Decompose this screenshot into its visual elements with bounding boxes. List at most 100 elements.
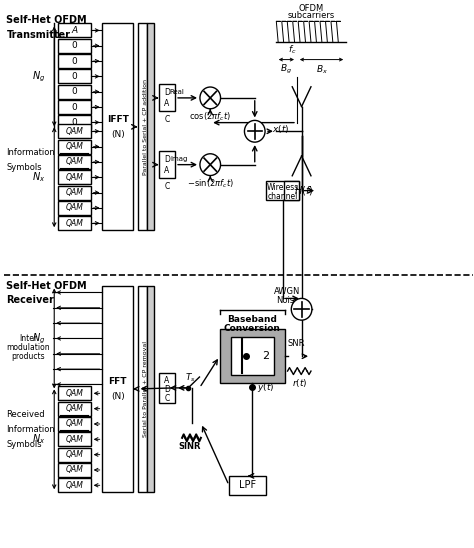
Circle shape — [200, 87, 220, 109]
Text: OFDM: OFDM — [298, 4, 324, 13]
FancyBboxPatch shape — [58, 417, 91, 431]
Text: LPF: LPF — [239, 480, 256, 490]
FancyBboxPatch shape — [102, 286, 133, 492]
Text: Self-Het OFDM: Self-Het OFDM — [7, 281, 87, 290]
FancyBboxPatch shape — [137, 286, 146, 492]
Text: $B_g$: $B_g$ — [281, 63, 292, 76]
FancyBboxPatch shape — [231, 337, 273, 375]
FancyBboxPatch shape — [58, 85, 91, 99]
Text: 0: 0 — [72, 87, 77, 96]
FancyBboxPatch shape — [58, 24, 91, 37]
Text: $x(t)$: $x(t)$ — [272, 123, 289, 135]
Text: A: A — [164, 376, 170, 385]
Text: $H(f)$: $H(f)$ — [294, 184, 314, 197]
Text: A: A — [164, 99, 170, 108]
Text: QAM: QAM — [65, 173, 83, 182]
Text: Baseband: Baseband — [228, 315, 277, 324]
Text: C: C — [164, 115, 170, 124]
Text: QAM: QAM — [65, 450, 83, 459]
Text: $B_x$: $B_x$ — [316, 63, 328, 76]
Text: channel: channel — [268, 192, 298, 201]
Text: $N_g$: $N_g$ — [32, 69, 45, 84]
FancyBboxPatch shape — [146, 24, 154, 230]
Text: Receiver: Receiver — [7, 295, 55, 305]
Text: products: products — [12, 352, 46, 361]
Text: 0: 0 — [72, 72, 77, 81]
Text: Information: Information — [7, 425, 55, 434]
Text: SINR: SINR — [178, 442, 201, 451]
FancyBboxPatch shape — [58, 54, 91, 68]
Text: $r(t)$: $r(t)$ — [292, 378, 307, 390]
Text: Information: Information — [7, 148, 55, 157]
FancyBboxPatch shape — [58, 116, 91, 129]
Text: 0: 0 — [72, 102, 77, 112]
FancyBboxPatch shape — [58, 70, 91, 83]
FancyBboxPatch shape — [58, 463, 91, 477]
Text: Parallel to Serial + CP addition: Parallel to Serial + CP addition — [143, 79, 148, 175]
Text: QAM: QAM — [65, 481, 83, 490]
Text: subcarriers: subcarriers — [287, 11, 335, 20]
FancyBboxPatch shape — [58, 170, 91, 184]
Text: 0: 0 — [72, 41, 77, 50]
Text: Conversion: Conversion — [224, 323, 281, 333]
Text: QAM: QAM — [65, 142, 83, 151]
Text: SNR: SNR — [287, 339, 305, 349]
Text: $T_s$: $T_s$ — [185, 372, 195, 384]
Text: QAM: QAM — [65, 219, 83, 228]
Text: $y(t)$: $y(t)$ — [257, 381, 274, 394]
Text: Real: Real — [170, 89, 185, 95]
FancyBboxPatch shape — [219, 329, 285, 384]
Text: C: C — [164, 182, 170, 191]
Text: Noise: Noise — [276, 296, 299, 305]
FancyBboxPatch shape — [58, 432, 91, 446]
FancyBboxPatch shape — [146, 286, 154, 492]
Text: Transmitter: Transmitter — [7, 30, 71, 40]
FancyBboxPatch shape — [266, 181, 299, 201]
Text: $N_g$: $N_g$ — [32, 331, 45, 346]
Text: $N_x$: $N_x$ — [32, 432, 45, 446]
Text: QAM: QAM — [65, 389, 83, 398]
FancyBboxPatch shape — [58, 478, 91, 492]
Text: $\cos(2\pi f_c t)$: $\cos(2\pi f_c t)$ — [189, 111, 231, 123]
Text: D: D — [164, 88, 170, 97]
Circle shape — [292, 299, 312, 320]
FancyBboxPatch shape — [58, 39, 91, 53]
Circle shape — [245, 121, 265, 142]
FancyBboxPatch shape — [58, 100, 91, 114]
Text: QAM: QAM — [65, 404, 83, 413]
FancyBboxPatch shape — [58, 448, 91, 461]
FancyBboxPatch shape — [102, 24, 133, 230]
Text: Serial to Parallel + CP removal: Serial to Parallel + CP removal — [143, 341, 148, 437]
Text: (N): (N) — [111, 392, 125, 401]
Text: Symbols: Symbols — [7, 163, 42, 172]
Text: A: A — [71, 26, 77, 35]
FancyBboxPatch shape — [58, 155, 91, 169]
Text: Inter: Inter — [19, 334, 37, 343]
Text: D: D — [164, 155, 170, 164]
Text: C: C — [164, 394, 170, 403]
FancyBboxPatch shape — [58, 124, 91, 138]
FancyBboxPatch shape — [58, 386, 91, 400]
Text: Symbols: Symbols — [7, 439, 42, 449]
Text: Self-Het OFDM: Self-Het OFDM — [7, 15, 87, 25]
FancyBboxPatch shape — [159, 84, 175, 111]
FancyBboxPatch shape — [284, 181, 299, 201]
FancyBboxPatch shape — [137, 24, 146, 230]
Text: QAM: QAM — [65, 203, 83, 213]
FancyBboxPatch shape — [229, 476, 266, 495]
Text: QAM: QAM — [65, 188, 83, 197]
FancyBboxPatch shape — [58, 216, 91, 230]
Text: 2: 2 — [262, 351, 269, 361]
Text: QAM: QAM — [65, 127, 83, 136]
Text: IFFT: IFFT — [107, 115, 128, 124]
Text: QAM: QAM — [65, 435, 83, 444]
Text: $f_c$: $f_c$ — [288, 43, 297, 56]
Text: 0: 0 — [72, 118, 77, 127]
Text: modulation: modulation — [7, 343, 50, 352]
Text: D: D — [164, 385, 170, 394]
Circle shape — [200, 154, 220, 175]
FancyBboxPatch shape — [58, 140, 91, 153]
FancyBboxPatch shape — [159, 373, 175, 403]
Text: $N_x$: $N_x$ — [32, 170, 45, 184]
Text: Wireless: Wireless — [267, 182, 299, 192]
